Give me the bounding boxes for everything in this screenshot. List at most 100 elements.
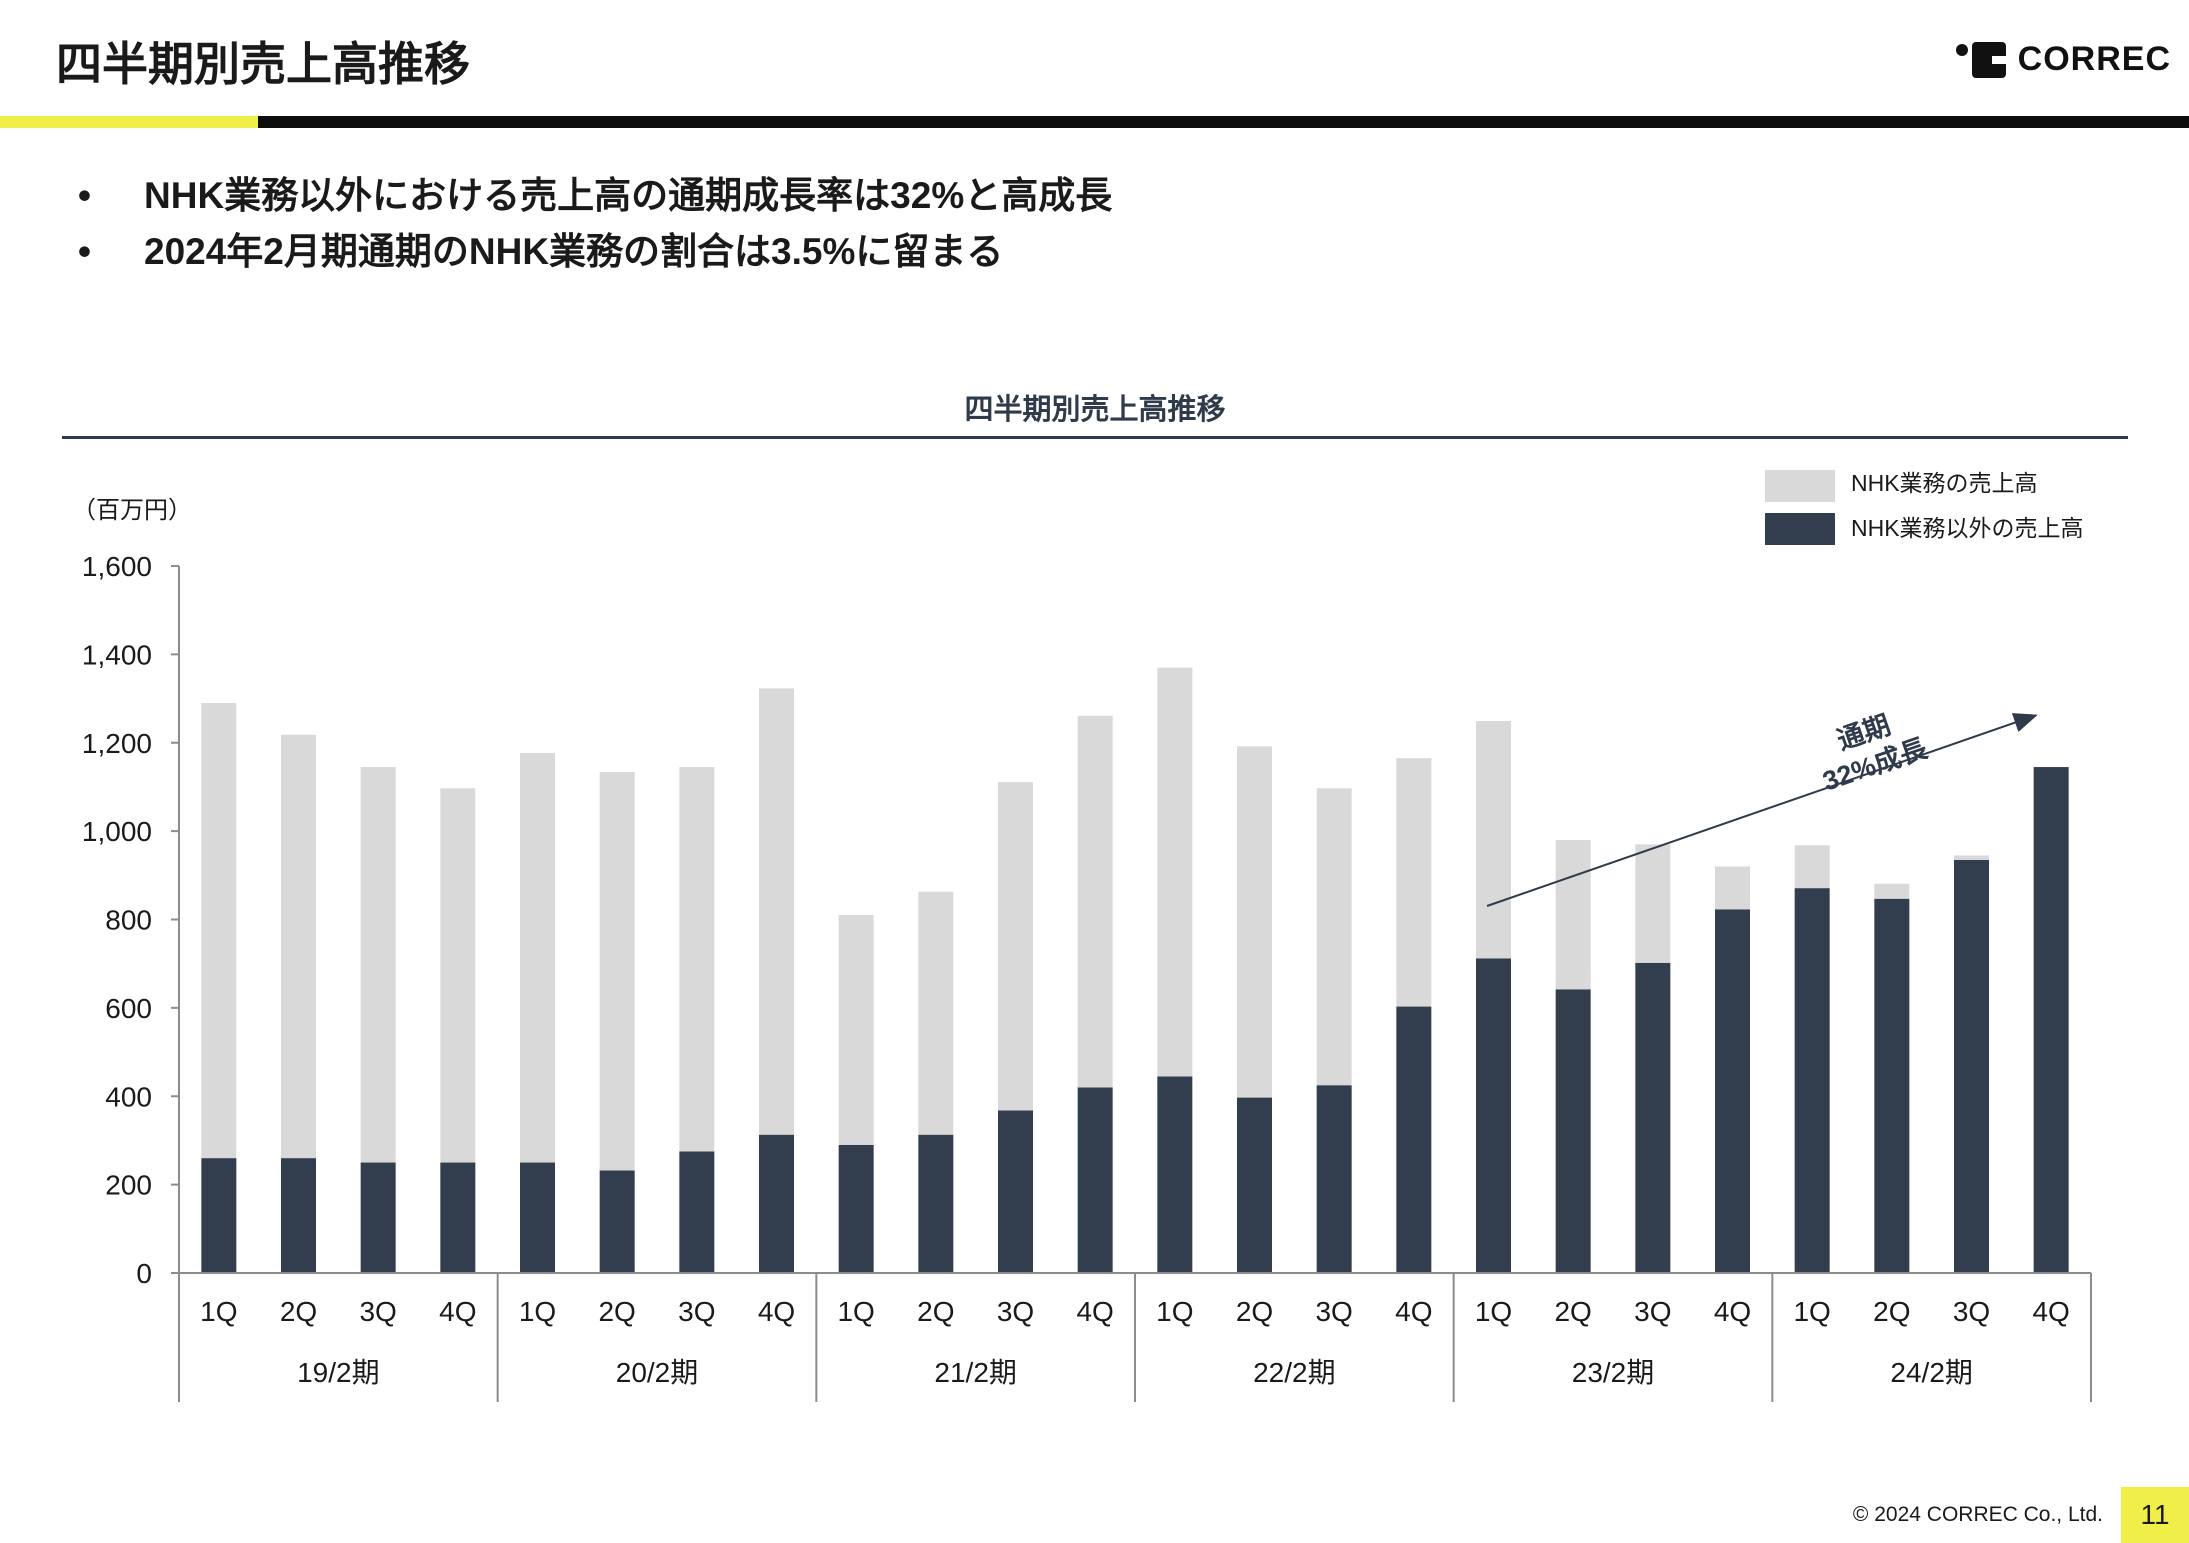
bar-nhk bbox=[1635, 844, 1671, 963]
bar-non-nhk bbox=[1077, 1087, 1113, 1273]
y-tick-label: 1,400 bbox=[82, 639, 152, 670]
x-tick-label: 3Q bbox=[997, 1296, 1034, 1327]
x-group-label: 21/2期 bbox=[934, 1357, 1017, 1388]
x-group-label: 19/2期 bbox=[297, 1357, 380, 1388]
bar-nhk bbox=[759, 688, 794, 1135]
x-tick-label: 1Q bbox=[1793, 1296, 1830, 1327]
legend-swatch-non-nhk bbox=[1765, 513, 1835, 545]
x-tick-label: 1Q bbox=[837, 1296, 874, 1327]
bar-nhk bbox=[201, 702, 237, 1159]
bar-non-nhk bbox=[1715, 909, 1750, 1273]
y-tick-label: 200 bbox=[105, 1170, 152, 1201]
bar-non-nhk bbox=[838, 1144, 874, 1273]
bar-non-nhk bbox=[599, 1170, 635, 1273]
x-group-label: 22/2期 bbox=[1253, 1357, 1336, 1388]
x-tick-label: 2Q bbox=[280, 1296, 317, 1327]
x-tick-label: 3Q bbox=[1315, 1296, 1352, 1327]
x-tick-label: 3Q bbox=[678, 1296, 715, 1327]
logo-text: CORREC bbox=[2017, 40, 2171, 78]
bar-non-nhk bbox=[440, 1162, 476, 1273]
bars bbox=[201, 667, 2069, 1273]
y-tick-label: 0 bbox=[136, 1258, 152, 1289]
legend-label-non-nhk: NHK業務以外の売上高 bbox=[1851, 515, 2084, 541]
bar-nhk bbox=[440, 788, 476, 1163]
bar-non-nhk bbox=[1476, 958, 1511, 1273]
y-tick-label: 1,200 bbox=[82, 728, 152, 759]
bar-non-nhk bbox=[679, 1151, 715, 1273]
x-tick-label: 3Q bbox=[1634, 1296, 1671, 1327]
bar-nhk bbox=[838, 915, 874, 1145]
x-tick-label: 2Q bbox=[598, 1296, 635, 1327]
x-tick-label: 3Q bbox=[1953, 1296, 1990, 1327]
x-group-label: 24/2期 bbox=[1890, 1357, 1973, 1388]
bar-nhk bbox=[918, 891, 954, 1135]
bullet-item: 2024年2月期通期のNHK業務の割合は3.5%に留まる bbox=[78, 224, 1112, 280]
bar-non-nhk bbox=[2033, 767, 2069, 1273]
x-tick-label: 4Q bbox=[2032, 1296, 2069, 1327]
x-tick-label: 2Q bbox=[1554, 1296, 1591, 1327]
x-group-label: 20/2期 bbox=[616, 1357, 699, 1388]
bar-nhk bbox=[1555, 839, 1591, 990]
bar-non-nhk bbox=[1396, 1006, 1432, 1273]
bar-non-nhk bbox=[918, 1134, 954, 1273]
bar-non-nhk bbox=[759, 1134, 794, 1273]
header-accent-rule bbox=[0, 116, 258, 128]
bar-non-nhk bbox=[1157, 1076, 1193, 1273]
summary-bullets: NHK業務以外における売上高の通期成長率は32%と高成長 2024年2月期通期の… bbox=[78, 168, 1112, 280]
bar-nhk bbox=[1077, 715, 1113, 1088]
x-tick-label: 4Q bbox=[1076, 1296, 1113, 1327]
y-tick-label: 1,600 bbox=[82, 551, 152, 582]
x-axis: 1Q 2Q 3Q 4Q 1Q 2Q 3Q 4Q 1Q 2Q 3Q 4Q 1Q 2Q 3Q 4Q 1Q 2Q 3Q 4Q… bbox=[178, 1272, 2092, 1402]
bar-non-nhk bbox=[1237, 1097, 1272, 1273]
bar-non-nhk bbox=[360, 1162, 396, 1273]
bar-nhk bbox=[1396, 758, 1432, 1007]
x-tick-label: 1Q bbox=[1475, 1296, 1512, 1327]
y-tick-label: 800 bbox=[105, 905, 152, 936]
x-tick-label: 2Q bbox=[917, 1296, 954, 1327]
bar-nhk bbox=[520, 752, 555, 1163]
bar-nhk bbox=[1316, 788, 1352, 1086]
bar-nhk bbox=[599, 771, 635, 1171]
bar-nhk bbox=[1954, 855, 1989, 860]
bar-non-nhk bbox=[1316, 1085, 1352, 1273]
legend-swatch-nhk bbox=[1765, 470, 1835, 502]
page-number: 11 bbox=[2121, 1487, 2189, 1543]
x-group-label: 23/2期 bbox=[1572, 1357, 1655, 1388]
page-title: 四半期別売上高推移 bbox=[56, 38, 470, 90]
x-tick-label: 1Q bbox=[200, 1296, 237, 1327]
x-tick-label: 4Q bbox=[439, 1296, 476, 1327]
bar-nhk bbox=[1237, 746, 1272, 1098]
bar-non-nhk bbox=[1635, 962, 1671, 1273]
growth-arrow bbox=[1486, 713, 2038, 907]
bar-non-nhk bbox=[1794, 888, 1830, 1273]
bar-nhk bbox=[679, 767, 715, 1152]
x-tick-label: 1Q bbox=[1156, 1296, 1193, 1327]
y-tick-label: 400 bbox=[105, 1081, 152, 1112]
header-rule bbox=[258, 116, 2189, 128]
bar-non-nhk bbox=[520, 1162, 555, 1273]
bar-nhk bbox=[360, 767, 396, 1163]
y-tick-label: 1,000 bbox=[82, 816, 152, 847]
bar-non-nhk bbox=[1954, 859, 1989, 1273]
bar-non-nhk bbox=[281, 1158, 316, 1273]
x-tick-label: 2Q bbox=[1236, 1296, 1273, 1327]
chart-title: 四半期別売上高推移 bbox=[964, 394, 1226, 426]
x-tick-label: 4Q bbox=[1714, 1296, 1751, 1327]
legend-label-nhk: NHK業務の売上高 bbox=[1851, 470, 2038, 496]
bar-non-nhk bbox=[1874, 898, 1910, 1273]
x-tick-label: 4Q bbox=[758, 1296, 795, 1327]
bar-nhk bbox=[1715, 866, 1750, 910]
legend: NHK業務の売上高 NHK業務以外の売上高 bbox=[1765, 470, 2084, 545]
y-axis: 0 200 400 600 800 1,000 1,200 1,400 1,600 bbox=[82, 551, 180, 1289]
bar-nhk bbox=[1476, 721, 1511, 959]
bar-nhk bbox=[1874, 883, 1910, 899]
chart-title-rule bbox=[62, 436, 2128, 439]
unit-label: （百万円） bbox=[72, 497, 192, 524]
x-tick-label: 3Q bbox=[359, 1296, 396, 1327]
bar-nhk bbox=[998, 782, 1033, 1111]
bar-nhk bbox=[1794, 845, 1830, 889]
bar-nhk bbox=[281, 734, 316, 1159]
copyright: © 2024 CORREC Co., Ltd. bbox=[1852, 1503, 2103, 1526]
bar-non-nhk bbox=[998, 1110, 1033, 1273]
